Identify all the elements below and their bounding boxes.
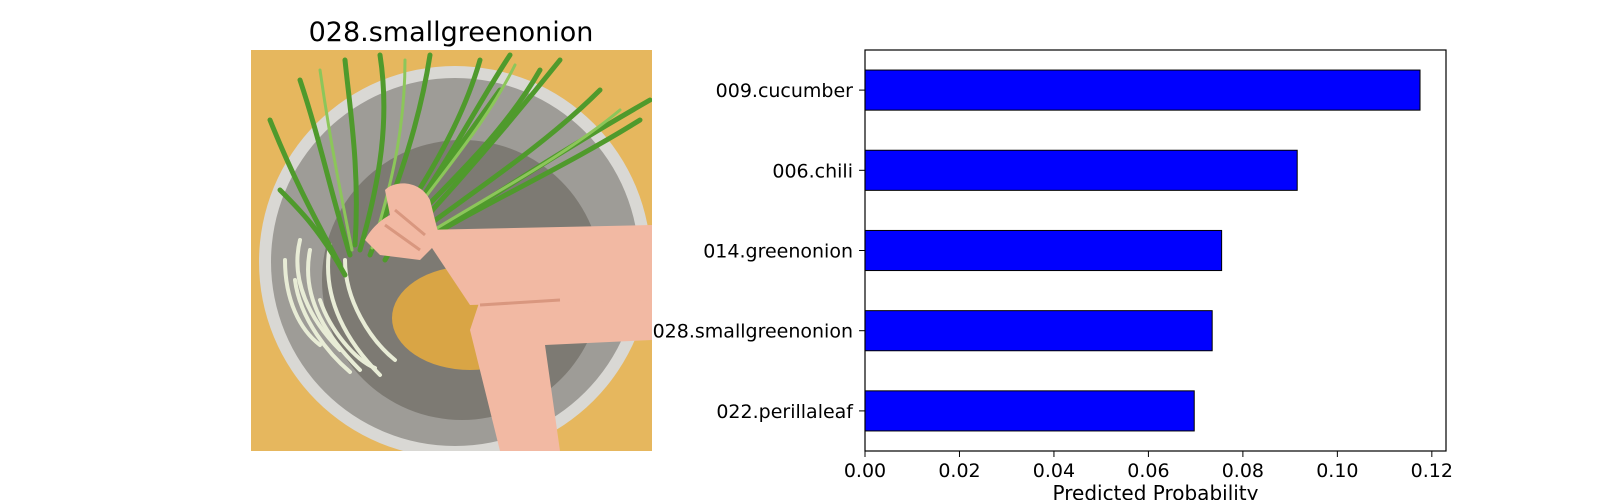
category-label: 014.greenonion — [703, 241, 853, 263]
category-label: 006.chili — [772, 160, 853, 182]
image-title: 028.smallgreenonion — [309, 17, 594, 48]
bar-022.perillaleaf — [864, 390, 1195, 432]
bar-014.greenonion — [864, 229, 1223, 272]
hands — [365, 183, 652, 451]
category-labels: 009.cucumber 006.chili 014.greenonion 028.s… — [653, 80, 855, 423]
image-panel: 028.smallgreenonion — [251, 17, 652, 451]
x-tick-label: 0.04 — [1033, 460, 1075, 482]
x-tick-label: 0.00 — [844, 460, 886, 482]
x-tick-label: 0.12 — [1411, 460, 1453, 482]
bar-028.smallgreenonion — [864, 310, 1213, 352]
bars — [864, 69, 1421, 432]
onion-roots — [283, 238, 397, 377]
category-label: 022.perillaleaf — [716, 401, 854, 423]
bar-chart: 009.cucumber 006.chili 014.greenonion 028.s… — [653, 49, 1453, 500]
bar-009.cucumber — [864, 69, 1421, 111]
category-label: 028.smallgreenonion — [653, 321, 853, 343]
green-onion-photo — [251, 50, 652, 451]
fingers — [365, 183, 440, 260]
x-tick-label: 0.02 — [938, 460, 980, 482]
bar-006.chili — [864, 149, 1298, 191]
lower-arm — [420, 225, 652, 305]
x-ticks — [864, 451, 1433, 457]
x-tick-label: 0.10 — [1316, 460, 1358, 482]
plot-frame — [864, 49, 1447, 452]
x-tick-label: 0.08 — [1222, 460, 1264, 482]
x-tick-labels: 0.00 0.02 0.04 0.06 0.08 0.10 0.12 — [844, 460, 1453, 482]
category-label: 009.cucumber — [716, 80, 854, 102]
y-ticks — [859, 89, 865, 412]
forearm — [470, 285, 652, 451]
x-tick-label: 0.06 — [1127, 460, 1169, 482]
x-axis-label: Predicted Probability — [1053, 481, 1259, 500]
hand-shadow — [384, 208, 561, 307]
